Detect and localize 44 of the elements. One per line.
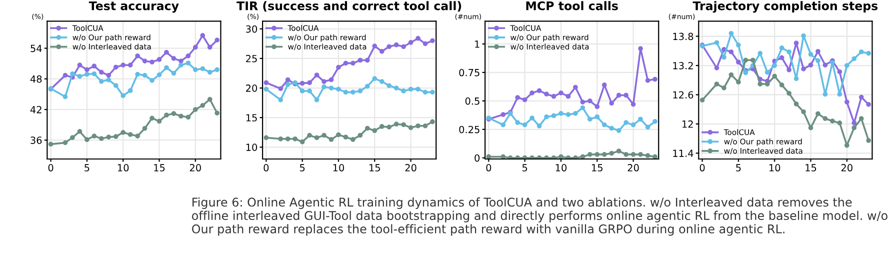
x-tick-label: 20 xyxy=(628,164,639,172)
x-tick-label: 0 xyxy=(48,164,54,172)
x-tick-label: 10 xyxy=(333,164,344,172)
x-tick-label: 5 xyxy=(300,164,305,172)
chart-title: Trajectory completion steps xyxy=(692,1,878,13)
x-tick-label: 15 xyxy=(370,164,380,172)
y-tick-label: 42 xyxy=(30,106,42,114)
x-tick-label: 5 xyxy=(736,164,741,172)
y-tick-label: 54 xyxy=(30,44,42,52)
x-tick-label: 10 xyxy=(118,164,129,172)
y-tick-label: 0 xyxy=(474,154,480,162)
y-tick-label: 20 xyxy=(246,84,258,92)
x-tick-label: 0 xyxy=(700,164,705,172)
y-tick-label: 13.2 xyxy=(673,62,693,70)
caption: Figure 6: Online Agentic RL training dynamics of ToolCUA and two ablations. w/o Interleaved data removes the offline interleaved GUI-Tool data bootstrapping and directly performs online agentic RL from the baseline model. w/o Our path reward replaces the tool-efficient path reward with vanilla GRPO during online agentic RL. xyxy=(192,197,888,236)
y-tick-label: 12.6 xyxy=(673,91,694,99)
y-tick-label: 11.4 xyxy=(673,150,694,157)
y-tick-label: 48 xyxy=(30,75,42,83)
y-tick-label: 0.25 xyxy=(459,126,480,134)
y-tick-label: 12 xyxy=(682,120,693,128)
x-tick-label: 0 xyxy=(264,164,269,172)
x-tick-label: 10 xyxy=(556,164,567,172)
y-tick-label: 0.5 xyxy=(465,97,480,105)
chart-title: MCP tool calls xyxy=(526,1,618,10)
x-tick-label: 20 xyxy=(190,164,201,172)
x-tick-label: 15 xyxy=(806,164,816,172)
y-tick-label: 30 xyxy=(246,25,258,33)
y-tick-label: 15 xyxy=(246,114,257,122)
x-tick-label: 15 xyxy=(592,164,602,172)
y-tick-label: 13.8 xyxy=(673,32,694,40)
y-tick-label: 36 xyxy=(30,136,42,144)
y-tick-label: 1 xyxy=(475,40,480,48)
chart-title: TIR (success and correct tool call) xyxy=(236,1,462,12)
chart-title: Test accuracy xyxy=(88,1,179,13)
x-tick-label: 0 xyxy=(486,164,492,172)
x-tick-label: 10 xyxy=(769,164,780,172)
x-tick-label: 15 xyxy=(154,164,165,172)
x-tick-label: 20 xyxy=(841,164,852,172)
y-tick-label: 0.75 xyxy=(459,68,480,76)
x-tick-label: 5 xyxy=(84,164,90,172)
x-tick-label: 5 xyxy=(522,164,528,172)
y-tick-label: 10 xyxy=(246,144,258,152)
y-tick-label: 25 xyxy=(246,54,257,62)
x-tick-label: 20 xyxy=(405,164,416,172)
